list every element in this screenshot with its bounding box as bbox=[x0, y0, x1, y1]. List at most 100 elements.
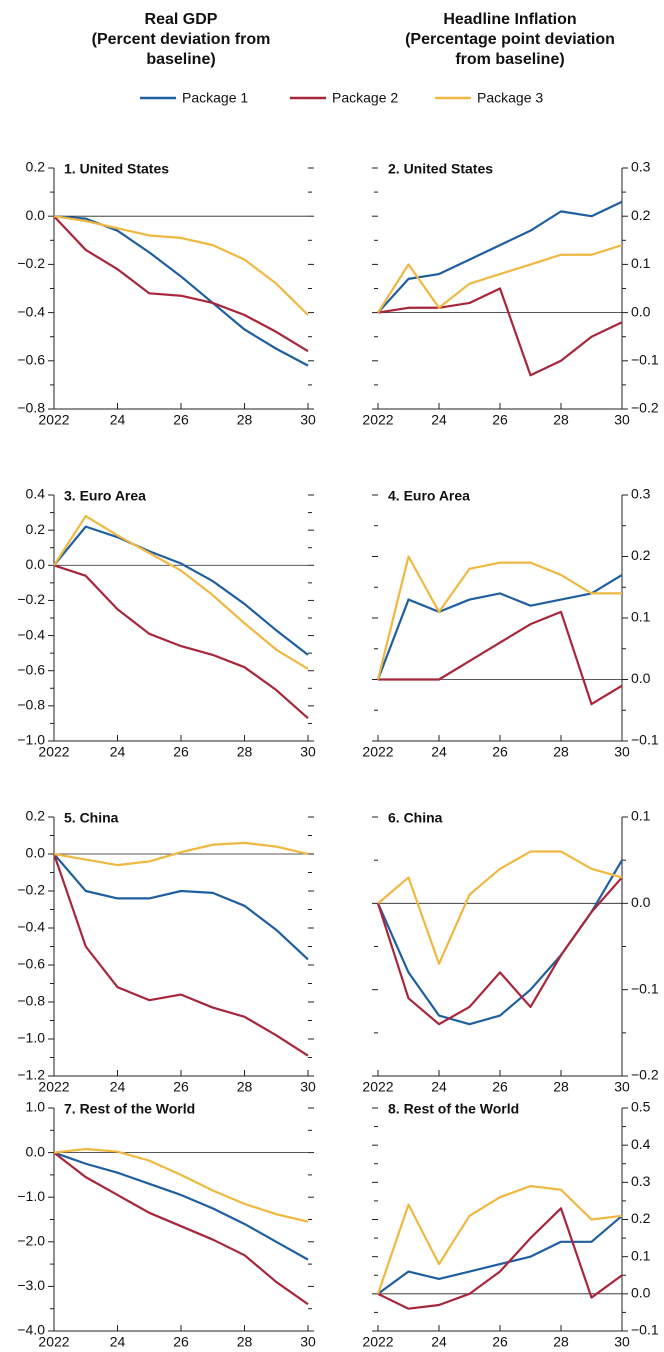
x-tick-label: 26 bbox=[492, 744, 508, 760]
x-tick-label: 26 bbox=[492, 1334, 508, 1350]
x-tick-label: 30 bbox=[300, 744, 316, 760]
series-line bbox=[53, 215, 309, 316]
x-tick-label: 2022 bbox=[362, 1079, 393, 1095]
column-title: Headline Inflation bbox=[443, 11, 576, 28]
y-tick-label: 0.0 bbox=[631, 1285, 651, 1301]
y-tick-label: 0.0 bbox=[26, 845, 46, 861]
x-tick-label: 24 bbox=[431, 744, 447, 760]
y-tick-label: 0.4 bbox=[26, 486, 46, 502]
y-tick-label: −0.6 bbox=[17, 956, 45, 972]
series-line bbox=[377, 287, 623, 377]
x-tick-label: 28 bbox=[237, 1334, 253, 1350]
x-tick-label: 24 bbox=[110, 744, 126, 760]
y-tick-label: 0.0 bbox=[631, 303, 651, 319]
y-tick-label: 0.3 bbox=[631, 1173, 651, 1189]
x-tick-label: 28 bbox=[237, 744, 253, 760]
column-title: from baseline) bbox=[455, 51, 564, 68]
x-tick-label: 2022 bbox=[38, 412, 69, 428]
series-line bbox=[376, 876, 623, 1026]
y-tick-label: 0.2 bbox=[26, 808, 46, 824]
panel-title: 3. Euro Area bbox=[64, 488, 146, 504]
x-tick-label: 30 bbox=[614, 1334, 630, 1350]
x-tick-label: 24 bbox=[110, 1334, 126, 1350]
y-tick-label: −1.2 bbox=[17, 1067, 45, 1083]
y-tick-label: −0.4 bbox=[17, 919, 45, 935]
y-tick-label: 0.0 bbox=[26, 207, 46, 223]
x-tick-label: 30 bbox=[300, 412, 316, 428]
y-tick-label: −1.0 bbox=[17, 1188, 45, 1204]
column-title: (Percent deviation from bbox=[92, 31, 271, 48]
series-line bbox=[53, 564, 309, 719]
x-tick-label: 28 bbox=[553, 744, 569, 760]
y-tick-label: −2.0 bbox=[17, 1233, 45, 1249]
y-tick-label: 1.0 bbox=[26, 1099, 46, 1115]
y-tick-label: 0.0 bbox=[26, 556, 46, 572]
series-line bbox=[376, 555, 622, 680]
panel-title: 6. China bbox=[388, 810, 443, 826]
x-tick-label: 26 bbox=[173, 412, 189, 428]
y-tick-label: 0.5 bbox=[631, 1099, 651, 1115]
x-tick-label: 28 bbox=[237, 1079, 253, 1095]
y-tick-label: 0.2 bbox=[631, 207, 651, 223]
y-tick-label: 0.1 bbox=[631, 1247, 651, 1263]
series-line bbox=[53, 841, 309, 867]
y-tick-label: −1.0 bbox=[17, 1030, 45, 1046]
x-tick-label: 30 bbox=[300, 1334, 316, 1350]
panel-title: 4. Euro Area bbox=[388, 488, 470, 504]
y-tick-label: 0.3 bbox=[631, 159, 651, 175]
x-tick-label: 24 bbox=[431, 1334, 447, 1350]
y-tick-label: −0.8 bbox=[17, 400, 45, 416]
series-line bbox=[377, 1207, 623, 1310]
y-tick-label: −0.2 bbox=[17, 882, 45, 898]
y-tick-label: −0.2 bbox=[17, 255, 45, 271]
y-tick-label: −3.0 bbox=[17, 1277, 45, 1293]
x-tick-label: 28 bbox=[237, 412, 253, 428]
series-line bbox=[53, 853, 309, 961]
column-title: baseline) bbox=[146, 51, 215, 68]
series-line bbox=[53, 514, 309, 670]
y-tick-label: 0.3 bbox=[631, 486, 651, 502]
x-tick-label: 2022 bbox=[362, 412, 393, 428]
x-tick-label: 26 bbox=[492, 1079, 508, 1095]
x-tick-label: 26 bbox=[173, 1079, 189, 1095]
y-tick-label: −0.1 bbox=[631, 1322, 659, 1338]
panel-title: 1. United States bbox=[64, 161, 169, 177]
series-line bbox=[53, 1151, 309, 1261]
series-line bbox=[377, 200, 623, 314]
series-line bbox=[376, 859, 623, 1026]
series-line bbox=[377, 850, 623, 965]
y-tick-label: 0.2 bbox=[631, 1210, 651, 1226]
y-tick-label: −0.2 bbox=[17, 591, 45, 607]
x-tick-label: 24 bbox=[110, 1079, 126, 1095]
series-line bbox=[377, 244, 623, 314]
x-tick-label: 2022 bbox=[38, 744, 69, 760]
series-line bbox=[377, 1214, 623, 1295]
y-tick-label: −4.0 bbox=[17, 1322, 45, 1338]
series-line bbox=[52, 853, 309, 1057]
x-tick-label: 24 bbox=[431, 412, 447, 428]
x-tick-label: 26 bbox=[492, 412, 508, 428]
x-tick-label: 2022 bbox=[38, 1079, 69, 1095]
y-tick-label: −0.4 bbox=[17, 303, 45, 319]
legend-label: Package 2 bbox=[332, 90, 398, 106]
y-tick-label: −0.8 bbox=[17, 993, 45, 1009]
x-tick-label: 28 bbox=[553, 1079, 569, 1095]
legend-label: Package 1 bbox=[182, 90, 248, 106]
series-line bbox=[53, 1147, 309, 1223]
panel-title: 8. Rest of the World bbox=[388, 1101, 519, 1117]
x-tick-label: 28 bbox=[553, 1334, 569, 1350]
x-tick-label: 26 bbox=[173, 744, 189, 760]
y-tick-label: −0.2 bbox=[631, 1067, 659, 1083]
y-tick-label: 0.2 bbox=[631, 547, 651, 563]
y-tick-label: 0.2 bbox=[26, 521, 46, 537]
x-tick-label: 26 bbox=[173, 1334, 189, 1350]
y-tick-label: −0.1 bbox=[631, 732, 659, 748]
y-tick-label: −0.6 bbox=[17, 352, 45, 368]
y-tick-label: 0.0 bbox=[631, 894, 651, 910]
panel-title: 2. United States bbox=[388, 161, 493, 177]
y-tick-label: 0.2 bbox=[26, 159, 46, 175]
column-title: (Percentage point deviation bbox=[405, 31, 615, 48]
y-tick-label: 0.1 bbox=[631, 255, 651, 271]
series-line bbox=[53, 215, 309, 353]
